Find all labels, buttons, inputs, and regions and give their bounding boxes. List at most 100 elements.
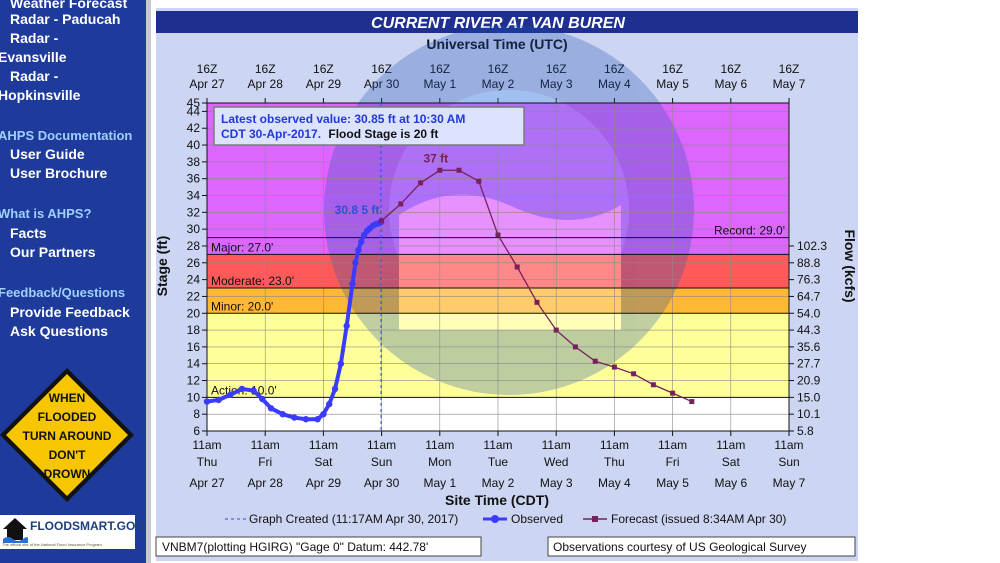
legend-forecast-marker [592, 516, 598, 522]
link-user-brochure[interactable]: User Brochure [10, 165, 108, 181]
peak-value-label: 37 ft [423, 151, 448, 165]
footer-credits: Observations courtesy of US Geological S… [553, 540, 806, 554]
top-tick-hour: 16Z [604, 62, 625, 76]
observed-point [326, 400, 333, 408]
bottom-tick-time: 11am [542, 438, 571, 452]
top-tick-hour: 16Z [255, 62, 276, 76]
y-tick-label: 30 [187, 222, 201, 236]
bottom-tick-date: May 5 [656, 476, 689, 490]
floodsmart-banner[interactable]: FLOODSMART.GOV The official site of the … [0, 515, 143, 549]
bottom-tick-day: Wed [544, 455, 568, 469]
link-radar-paducah[interactable]: Radar - Paducah [10, 11, 121, 27]
y-tick-label: 44 [187, 104, 201, 118]
sign-line-4: DON'T [49, 448, 87, 462]
y-tick-label: 45 [187, 96, 201, 110]
forecast-point [534, 299, 540, 305]
floodsmart-label: FLOODSMART.GOV [30, 519, 144, 533]
y2-axis-label: Flow (kcfs) [842, 229, 858, 302]
bottom-tick-date: Apr 30 [364, 476, 400, 490]
top-tick-date: Apr 30 [364, 77, 400, 91]
observed-point [349, 280, 356, 288]
observed-point [314, 416, 321, 423]
threshold-label: Major: 27.0' [211, 240, 273, 254]
forecast-point [650, 382, 656, 388]
forecast-point [398, 201, 404, 207]
forecast-point [631, 371, 637, 377]
link-facts[interactable]: Facts [10, 225, 47, 241]
noaa-watermark [324, 25, 694, 395]
flow-tick-label: 20.9 [797, 374, 821, 388]
link-radar-hopkinsville[interactable]: Radar - [10, 68, 59, 84]
threshold-label: Minor: 20.0' [211, 299, 273, 313]
forecast-point [495, 232, 501, 238]
y-tick-label: 14 [187, 357, 201, 371]
forecast-point [437, 167, 443, 173]
link-radar-evansville-cont[interactable]: Evansville [0, 49, 67, 65]
top-tick-date: May 1 [423, 77, 456, 91]
turn-around-dont-drown-sign[interactable]: WHEN FLOODED TURN AROUND DON'T DROWN [0, 367, 140, 507]
top-tick-date: May 2 [482, 77, 515, 91]
y-tick-label: 32 [187, 205, 201, 219]
link-our-partners[interactable]: Our Partners [10, 244, 96, 260]
link-radar-evansville[interactable]: Radar - [10, 30, 59, 46]
y-tick-label: 10 [187, 390, 201, 404]
top-tick-hour: 16Z [779, 62, 800, 76]
footer-gage-info: VNBM7(plotting HGIRG) "Gage 0" Datum: 44… [162, 540, 428, 554]
y-tick-label: 12 [187, 374, 201, 388]
flow-tick-label: 10.1 [797, 407, 821, 421]
flow-tick-label: 5.8 [797, 424, 814, 438]
bottom-tick-day: Thu [197, 455, 218, 469]
flow-tick-label: 54.0 [797, 306, 821, 320]
y-tick-label: 8 [193, 407, 200, 421]
top-tick-date: Apr 29 [306, 77, 342, 91]
y-tick-label: 42 [187, 121, 201, 135]
y-axis-label: Stage (ft) [154, 236, 170, 297]
bottom-tick-day: Sat [314, 455, 333, 469]
flow-tick-label: 64.7 [797, 289, 821, 303]
observed-point [358, 238, 365, 245]
y-tick-label: 28 [187, 239, 201, 253]
top-tick-hour: 16Z [197, 62, 218, 76]
bottom-tick-time: 11am [600, 438, 629, 452]
top-tick-date: Apr 28 [248, 77, 284, 91]
section-ahps-documentation: AHPS Documentation [0, 128, 133, 143]
info-box-line-2-date: CDT 30-Apr-2017. [221, 127, 321, 141]
bottom-tick-time: 11am [774, 438, 803, 452]
legend: Graph Created (11:17AM Apr 30, 2017) Obs… [225, 512, 786, 526]
legend-observed: Observed [511, 512, 563, 526]
link-weather-forecast[interactable]: Weather Forecast [10, 0, 128, 11]
bottom-tick-time: 11am [192, 438, 221, 452]
observed-point [291, 414, 298, 421]
bottom-tick-date: Apr 29 [306, 476, 342, 490]
legend-observed-marker [491, 515, 499, 523]
link-radar-hopkinsville-cont[interactable]: Hopkinsville [0, 87, 81, 103]
link-user-guide[interactable]: User Guide [10, 146, 85, 162]
y-tick-label: 22 [187, 289, 201, 303]
sign-line-2: FLOODED [38, 410, 97, 424]
y-tick-label: 18 [187, 323, 201, 337]
observed-point [279, 410, 286, 418]
top-tick-hour: 16Z [313, 62, 334, 76]
flow-tick-label: 27.7 [797, 357, 821, 371]
top-tick-hour: 16Z [546, 62, 567, 76]
sidebar-nav: Weather Forecast Radar - Paducah Radar -… [0, 0, 146, 563]
bottom-tick-day: Sun [778, 455, 799, 469]
bottom-tick-date: May 7 [773, 476, 806, 490]
observed-point [352, 259, 359, 266]
observed-point [238, 385, 246, 393]
forecast-point [476, 178, 482, 184]
y-tick-label: 36 [187, 172, 201, 186]
bottom-axis-title: Site Time (CDT) [445, 492, 549, 508]
bottom-tick-time: 11am [658, 438, 687, 452]
link-ask-questions[interactable]: Ask Questions [10, 323, 109, 339]
forecast-point [456, 167, 462, 173]
link-provide-feedback[interactable]: Provide Feedback [10, 304, 130, 320]
top-tick-hour: 16Z [720, 62, 741, 76]
observed-point [331, 385, 339, 393]
observed-point [302, 416, 310, 423]
observed-point [203, 398, 211, 405]
forecast-point [611, 364, 617, 370]
bottom-tick-date: May 1 [423, 476, 456, 490]
observed-point [267, 405, 275, 412]
bottom-tick-day: Tue [488, 455, 509, 469]
